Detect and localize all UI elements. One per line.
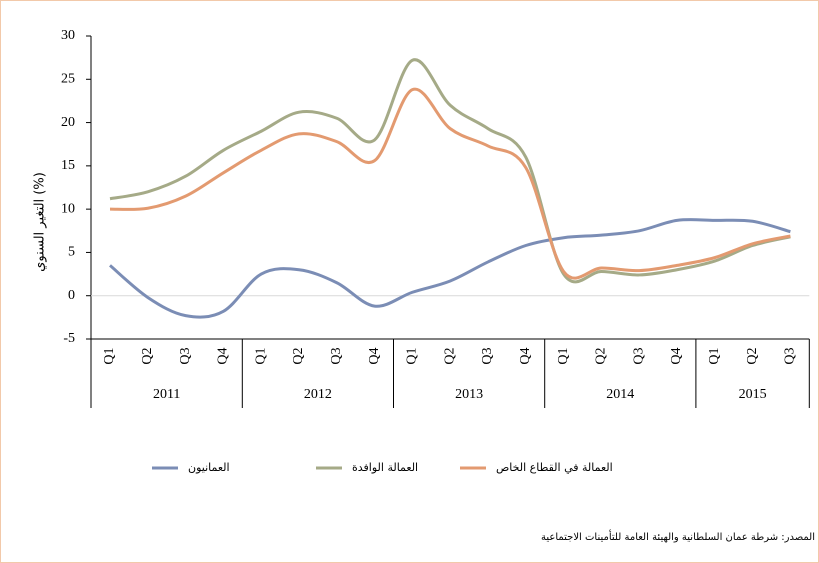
source-note: المصدر: شرطة عمان السلطانية والهيئة العا… [541,529,815,543]
legend-label: العمانيون [188,461,230,474]
x-tick-label: Q2 [745,347,760,364]
x-tick-label: Q2 [291,347,306,364]
group-label: 2012 [304,387,332,402]
legend-label: العمالة في القطاع الخاص [496,461,613,474]
x-tick-label: Q3 [178,347,193,364]
y-tick-label: 15 [61,158,75,173]
x-tick-label: Q4 [216,347,231,364]
x-tick-label: Q3 [480,347,495,364]
x-tick-label: Q1 [253,347,268,364]
group-label: 2011 [153,387,180,402]
y-tick-label: -5 [63,331,75,346]
y-tick-label: 30 [61,28,75,43]
y-tick-label: 5 [68,245,75,260]
x-tick-label: Q1 [707,347,722,364]
series-line [109,218,791,319]
x-tick-label: Q1 [102,347,117,364]
group-label: 2015 [739,387,767,402]
x-tick-label: Q4 [518,347,533,364]
series-line [109,58,791,284]
series-line [109,87,791,280]
y-tick-label: 10 [61,201,75,216]
x-tick-label: Q3 [631,347,646,364]
group-label: 2013 [455,387,483,402]
legend-label: العمالة الوافدة [352,461,418,474]
y-tick-label: 20 [61,115,75,130]
y-axis-label: التغير السنوي (%) [33,172,48,272]
x-tick-label: Q1 [556,347,571,364]
x-tick-label: Q2 [140,347,155,364]
x-tick-label: Q3 [783,347,798,364]
x-tick-label: Q4 [367,347,382,364]
group-label: 2014 [606,387,634,402]
x-tick-label: Q3 [329,347,344,364]
y-tick-label: 0 [68,288,75,303]
x-tick-label: Q2 [594,347,609,364]
y-tick-label: 25 [61,72,75,87]
x-tick-label: Q1 [405,347,420,364]
x-tick-label: Q2 [442,347,457,364]
x-tick-label: Q4 [669,347,684,364]
